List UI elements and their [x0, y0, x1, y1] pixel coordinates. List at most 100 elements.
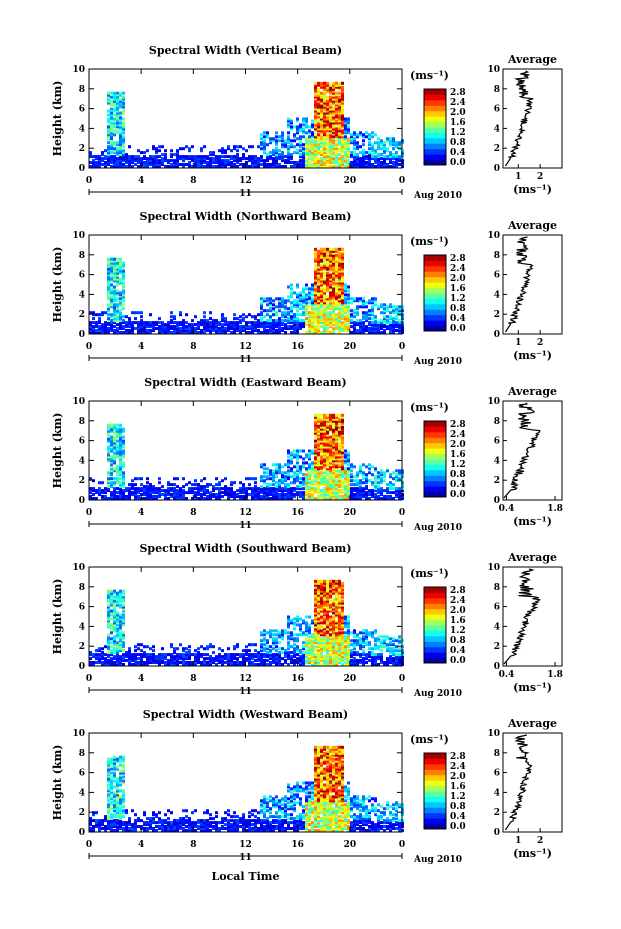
heatmap-cell: [386, 491, 389, 495]
heatmap-cell: [290, 139, 293, 143]
heatmap-cell: [116, 659, 119, 662]
heatmap-cell: [272, 471, 275, 475]
heatmap-cell: [119, 131, 122, 135]
y-tick-label: 4: [79, 290, 85, 300]
heatmap-cell: [233, 493, 236, 496]
heatmap-cell: [314, 257, 317, 261]
heatmap-cell: [107, 437, 110, 441]
heatmap-cell: [281, 465, 284, 469]
heatmap-cell: [299, 477, 302, 481]
heatmap-cell: [107, 479, 110, 483]
heatmap-cell: [116, 95, 119, 99]
heatmap-cell: [146, 157, 149, 161]
heatmap-cell: [245, 477, 248, 481]
heatmap-cell: [107, 293, 110, 297]
heatmap-cell: [341, 137, 344, 141]
heatmap-cell: [269, 635, 272, 639]
heatmap-cell: [221, 327, 224, 330]
heatmap-cell: [341, 489, 344, 493]
heatmap-cell: [356, 319, 359, 323]
colorbar-frame: [423, 254, 447, 332]
heatmap-cell: [110, 135, 113, 139]
heatmap-cell: [335, 419, 338, 423]
heatmap-cell: [251, 155, 254, 159]
heatmap-cell: [122, 493, 125, 496]
colorbar-swatch: [424, 110, 446, 117]
heatmap-cell: [341, 321, 344, 325]
heatmap-cell: [335, 113, 338, 117]
heatmap-cell: [341, 267, 344, 271]
heatmap-cell: [119, 493, 122, 496]
heatmap-cell: [224, 477, 227, 481]
heatmap-cell: [320, 91, 323, 95]
heatmap-cell: [245, 489, 248, 493]
heatmap-cell: [314, 491, 317, 495]
heatmap-cell: [341, 105, 344, 109]
heatmap-cell: [335, 293, 338, 297]
heatmap-cell: [311, 299, 314, 303]
heatmap-cell: [359, 489, 362, 493]
heatmap-cell: [341, 261, 344, 265]
heatmap-cell: [335, 279, 338, 283]
heatmap-cell: [335, 427, 338, 431]
heatmap-cell: [107, 449, 110, 453]
heatmap-cell: [332, 443, 335, 447]
heatmap-cell: [332, 275, 335, 279]
heatmap-cell: [338, 109, 341, 113]
heatmap-cell: [326, 423, 329, 427]
heatmap-cell: [377, 153, 380, 157]
heatmap-cell: [332, 313, 335, 317]
heatmap-cell: [98, 157, 101, 161]
heatmap-cell: [350, 313, 353, 317]
heatmap-cell: [200, 331, 203, 334]
heatmap-cell: [317, 151, 320, 155]
heatmap-cell: [332, 465, 335, 469]
heatmap-cell: [338, 427, 341, 431]
heatmap-cell: [284, 483, 287, 487]
heatmap-cell: [110, 491, 113, 495]
colorbar-swatch: [424, 469, 446, 476]
heatmap-cell: [116, 635, 119, 639]
heatmap-cell: [347, 471, 350, 475]
heatmap-cell: [290, 481, 293, 485]
heatmap-cell: [374, 323, 377, 327]
heatmap-cell: [347, 485, 350, 489]
heatmap-cell: [167, 483, 170, 487]
heatmap-cell: [329, 469, 332, 473]
heatmap-cell: [269, 303, 272, 307]
heatmap-cell: [338, 497, 341, 500]
heatmap-cell: [278, 329, 281, 332]
colorbar-swatch: [424, 303, 446, 310]
heatmap-cell: [347, 297, 350, 301]
heatmap-cell: [206, 661, 209, 664]
heatmap-cell: [98, 325, 101, 329]
heatmap-cell: [335, 285, 338, 289]
heatmap-cell: [293, 649, 296, 653]
heatmap-cell: [365, 165, 368, 168]
heatmap-cell: [305, 483, 308, 487]
heatmap-cell: [338, 163, 341, 166]
heatmap-cell: [242, 329, 245, 332]
heatmap-cell: [143, 327, 146, 330]
heatmap-cell: [386, 495, 389, 498]
x-tick-label: 16: [291, 342, 304, 352]
heatmap-cell: [347, 119, 350, 123]
heatmap-cell: [107, 645, 110, 649]
heatmap-cell: [113, 443, 116, 447]
heatmap-cell: [299, 303, 302, 307]
heatmap-cell: [338, 91, 341, 95]
heatmap-cell: [296, 151, 299, 155]
heatmap-cell: [113, 455, 116, 459]
heatmap-cell: [233, 481, 236, 485]
heatmap-cell: [149, 323, 152, 327]
heatmap-cell: [332, 93, 335, 97]
heatmap-cell: [89, 151, 92, 155]
heatmap-cell: [257, 157, 260, 161]
heatmap-cell: [389, 143, 392, 147]
heatmap-cell: [302, 123, 305, 127]
heatmap-cell: [176, 155, 179, 159]
heatmap-cell: [233, 331, 236, 334]
heatmap-cell: [92, 331, 95, 334]
heatmap-cell: [314, 125, 317, 129]
heatmap-cell: [266, 133, 269, 137]
